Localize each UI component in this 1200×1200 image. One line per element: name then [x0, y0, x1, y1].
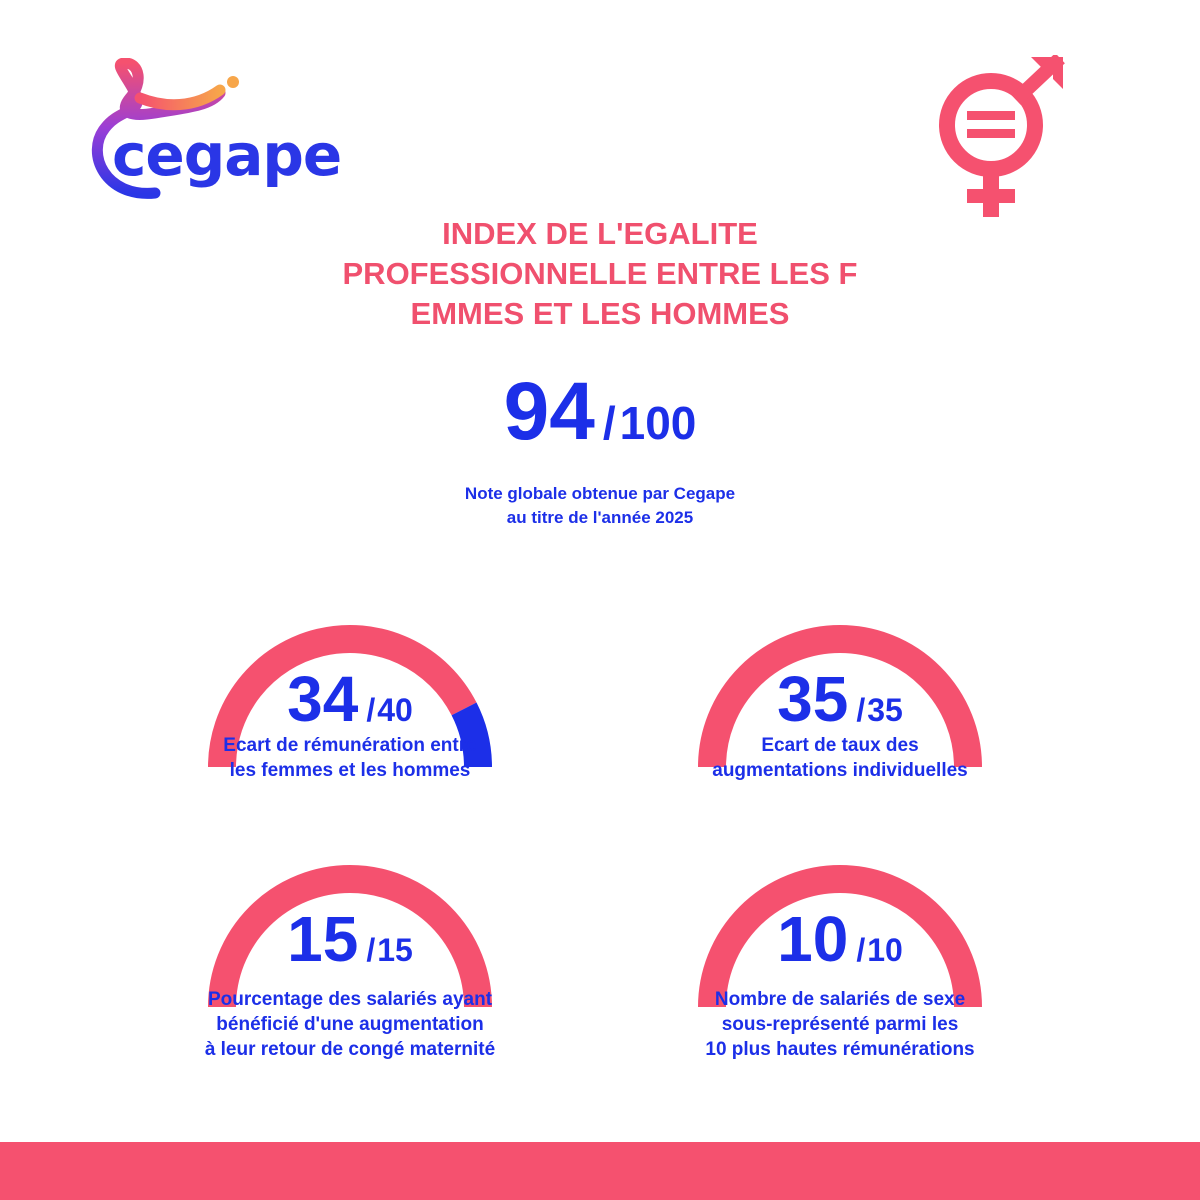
gauge-arc: [208, 865, 492, 1008]
title-line: PROFESSIONNELLE ENTRE LES F: [342, 256, 858, 291]
label-line: 10 plus hautes rémunérations: [705, 1039, 975, 1060]
title-line: EMMES ET LES HOMMES: [410, 296, 790, 331]
label-line: Ecart de taux des: [761, 735, 919, 756]
label-line: à leur retour de congé maternité: [204, 1039, 496, 1060]
gauge-arc: [698, 865, 982, 1008]
indicator-label: Ecart de rémunération entre les femmes e…: [170, 733, 530, 783]
label-line: Nombre de salariés de sexe: [714, 989, 966, 1010]
gauge-fill: [698, 865, 982, 1008]
indicator-score-max: 40: [377, 692, 413, 728]
label-line: bénéficié d'une augmentation: [216, 1014, 484, 1035]
indicator-score-max: 15: [377, 932, 413, 968]
label-line: augmentations individuelles: [712, 760, 968, 781]
indicator-card-hautes-remunerations: 10/10 Nombre de salariés de sexe sous-re…: [680, 857, 1000, 1137]
label-line: Ecart de rémunération entre: [223, 735, 477, 756]
gauge-fill: [208, 625, 477, 768]
gauge-arc: [698, 625, 982, 768]
indicator-card-maternite: 15/15 Pourcentage des salariés ayant bén…: [190, 857, 510, 1137]
indicator-score-value: 35: [777, 663, 849, 735]
global-score-slash: /: [602, 397, 616, 449]
gauge-fill: [208, 865, 492, 1008]
global-score: 94/100: [400, 362, 800, 462]
indicator-score-value: 10: [777, 903, 849, 975]
label-line: Pourcentage des salariés ayant: [207, 989, 493, 1010]
footer-bar: [0, 1142, 1200, 1200]
indicator-slash: /: [366, 692, 376, 728]
caption-line: Note globale obtenue par Cegape: [464, 484, 736, 503]
indicator-slash: /: [856, 932, 866, 968]
indicator-card-augmentations: 35/35 Ecart de taux des augmentations in…: [680, 617, 1000, 897]
indicator-slash: /: [366, 932, 376, 968]
label-line: les femmes et les hommes: [229, 760, 471, 781]
indicator-score-value: 15: [287, 903, 359, 975]
indicator-label: Ecart de taux des augmentations individu…: [660, 733, 1020, 783]
indicator-score: 34/40: [190, 659, 510, 739]
gauge-fill: [698, 625, 982, 768]
indicator-score: 15/15: [190, 899, 510, 979]
caption-line: au titre de l'année 2025: [506, 508, 694, 527]
gender-equality-icon: [939, 55, 1065, 217]
indicator-score: 10/10: [680, 899, 1000, 979]
indicator-score-max: 10: [867, 932, 903, 968]
brand-name: cegape: [112, 121, 342, 189]
gauge-remainder: [451, 702, 492, 768]
page-title: INDEX DE L'EGALITE PROFESSIONNELLE ENTRE…: [300, 214, 900, 334]
gauge-arc: [208, 625, 492, 768]
indicator-score-max: 35: [867, 692, 903, 728]
label-line: sous-représenté parmi les: [721, 1014, 959, 1035]
cegape-logo-icon: [91, 58, 239, 199]
global-score-caption: Note globale obtenue par Cegape au titre…: [350, 482, 850, 530]
indicator-score: 35/35: [680, 659, 1000, 739]
indicator-score-value: 34: [287, 663, 359, 735]
indicator-card-remuneration: 34/40 Ecart de rémunération entre les fe…: [190, 617, 510, 897]
indicator-label: Nombre de salariés de sexe sous-représen…: [660, 987, 1020, 1062]
title-line: INDEX DE L'EGALITE: [442, 216, 758, 251]
indicator-slash: /: [856, 692, 866, 728]
indicator-label: Pourcentage des salariés ayant bénéficié…: [170, 987, 530, 1062]
global-score-max: 100: [619, 397, 697, 449]
global-score-value: 94: [503, 366, 595, 457]
